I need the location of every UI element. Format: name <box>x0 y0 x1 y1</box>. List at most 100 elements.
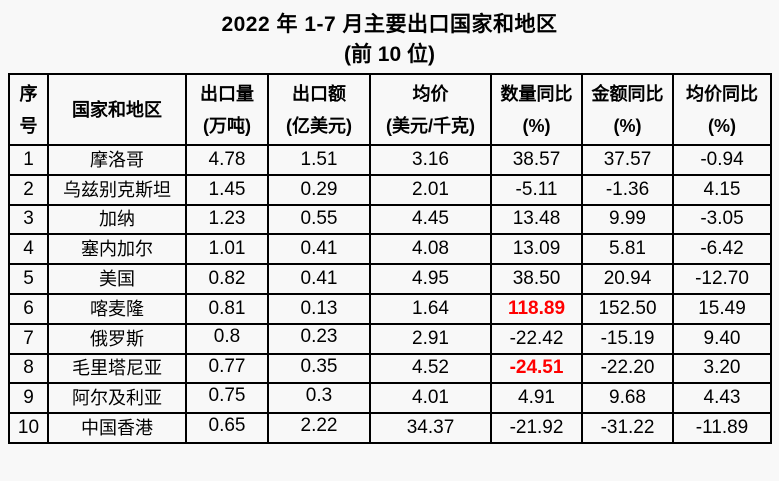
cell-price: 4.45 <box>369 203 492 236</box>
cell-volume: 0.65 <box>185 412 269 444</box>
cell-no: 1 <box>8 144 49 176</box>
cell-price: 2.91 <box>369 322 492 355</box>
cell-volume: 4.78 <box>185 144 269 176</box>
cell-country: 中国香港 <box>47 412 187 444</box>
cell-volume: 1.23 <box>185 203 269 236</box>
cell-no: 3 <box>8 203 49 236</box>
cell-volume: 0.81 <box>185 292 269 325</box>
cell-val-yoy: 152.50 <box>581 292 674 325</box>
cell-price-yoy: 9.40 <box>672 322 772 355</box>
cell-qty-yoy: -24.51 <box>490 352 583 385</box>
cell-no: 8 <box>8 352 49 385</box>
col-header-volume: 出口量 (万吨) <box>185 73 269 146</box>
table-row: 10 中国香港 0.65 2.22 34.37 -21.92 -31.22 -11.89 <box>8 412 772 444</box>
col-header-val-yoy-line2: (%) <box>613 115 642 136</box>
col-header-val-yoy-line1: 金额同比 <box>591 83 664 104</box>
cell-val-yoy: 37.57 <box>581 144 674 176</box>
page-title: 2022 年 1-7 月主要出口国家和地区 (前 10 位) <box>0 0 779 69</box>
cell-value: 0.29 <box>267 173 371 206</box>
cell-qty-yoy: 118.89 <box>490 292 583 325</box>
cell-val-yoy: 20.94 <box>581 263 674 295</box>
cell-value: 0.23 <box>267 322 371 355</box>
col-header-value-line1: 出口额 <box>292 83 346 104</box>
cell-value: 0.13 <box>267 292 371 325</box>
cell-no: 9 <box>8 382 49 415</box>
cell-val-yoy: -15.19 <box>581 322 674 355</box>
table-row: 1 摩洛哥 4.78 1.51 3.16 38.57 37.57 -0.94 <box>8 144 772 176</box>
cell-val-yoy: -22.20 <box>581 352 674 385</box>
cell-val-yoy: -1.36 <box>581 173 674 206</box>
col-header-volume-line1: 出口量 <box>200 83 254 104</box>
cell-price: 4.95 <box>369 263 492 295</box>
table-row: 9 阿尔及利亚 0.75 0.3 4.01 4.91 9.68 4.43 <box>8 382 772 415</box>
table-header: 序 号 国家和地区 出口量 (万吨) 出口额 (亿美元) 均价 (美元/千克) <box>8 73 772 146</box>
cell-volume: 0.82 <box>185 263 269 295</box>
cell-qty-yoy: -5.11 <box>490 173 583 206</box>
cell-val-yoy: 9.99 <box>581 203 674 236</box>
cell-volume: 1.45 <box>185 173 269 206</box>
table-row: 7 俄罗斯 0.8 0.23 2.91 -22.42 -15.19 9.40 <box>8 322 772 355</box>
cell-price: 1.64 <box>369 292 492 325</box>
cell-volume: 0.75 <box>185 382 269 415</box>
table-row: 5 美国 0.82 0.41 4.95 38.50 20.94 -12.70 <box>8 263 772 295</box>
cell-country: 喀麦隆 <box>47 292 187 325</box>
cell-price-yoy: 4.15 <box>672 173 772 206</box>
cell-price-yoy: 3.20 <box>672 352 772 385</box>
col-header-qty-yoy-line2: (%) <box>522 115 551 136</box>
cell-val-yoy: 5.81 <box>581 233 674 266</box>
cell-qty-yoy: -22.42 <box>490 322 583 355</box>
col-header-value: 出口额 (亿美元) <box>267 73 371 146</box>
cell-price: 4.08 <box>369 233 492 266</box>
header-row: 序 号 国家和地区 出口量 (万吨) 出口额 (亿美元) 均价 (美元/千克) <box>8 73 772 146</box>
table-row: 4 塞内加尔 1.01 0.41 4.08 13.09 5.81 -6.42 <box>8 233 772 266</box>
cell-qty-yoy: 38.50 <box>490 263 583 295</box>
cell-qty-yoy: 13.09 <box>490 233 583 266</box>
cell-volume: 1.01 <box>185 233 269 266</box>
cell-no: 10 <box>8 412 49 444</box>
col-header-qty-yoy-line1: 数量同比 <box>500 83 573 104</box>
table-row: 3 加纳 1.23 0.55 4.45 13.48 9.99 -3.05 <box>8 203 772 236</box>
col-header-price: 均价 (美元/千克) <box>369 73 492 146</box>
cell-country: 美国 <box>47 263 187 295</box>
col-header-serial-line2: 号 <box>19 115 38 136</box>
cell-country: 阿尔及利亚 <box>47 382 187 415</box>
cell-price: 4.01 <box>369 382 492 415</box>
cell-val-yoy: -31.22 <box>581 412 674 444</box>
col-header-value-line2: (亿美元) <box>286 115 352 136</box>
cell-price-yoy: -12.70 <box>672 263 772 295</box>
cell-qty-yoy: 4.91 <box>490 382 583 415</box>
cell-price-yoy: -3.05 <box>672 203 772 236</box>
cell-value: 0.35 <box>267 352 371 385</box>
cell-no: 6 <box>8 292 49 325</box>
cell-country: 加纳 <box>47 203 187 236</box>
cell-price: 34.37 <box>369 412 492 444</box>
cell-value: 0.3 <box>267 382 371 415</box>
cell-volume: 0.8 <box>185 322 269 355</box>
cell-country: 俄罗斯 <box>47 322 187 355</box>
cell-volume: 0.77 <box>185 352 269 385</box>
export-table: 序 号 国家和地区 出口量 (万吨) 出口额 (亿美元) 均价 (美元/千克) <box>8 73 772 444</box>
cell-value: 0.41 <box>267 263 371 295</box>
col-header-serial-line1: 序 <box>19 83 38 104</box>
table-row: 6 喀麦隆 0.81 0.13 1.64 118.89 152.50 15.49 <box>8 292 772 325</box>
cell-country: 摩洛哥 <box>47 144 187 176</box>
cell-value: 2.22 <box>267 412 371 444</box>
table-body: 1 摩洛哥 4.78 1.51 3.16 38.57 37.57 -0.94 2 乌兹别克斯坦 1.… <box>8 144 772 444</box>
cell-price-yoy: -6.42 <box>672 233 772 266</box>
cell-price-yoy: -11.89 <box>672 412 772 444</box>
col-header-val-yoy: 金额同比 (%) <box>581 73 674 146</box>
title-line-2: (前 10 位) <box>343 43 435 66</box>
cell-price-yoy: 15.49 <box>672 292 772 325</box>
cell-price: 3.16 <box>369 144 492 176</box>
col-header-price-yoy: 均价同比 (%) <box>672 73 772 146</box>
col-header-country-line1: 国家和地区 <box>72 99 162 120</box>
cell-no: 5 <box>8 263 49 295</box>
cell-country: 塞内加尔 <box>47 233 187 266</box>
cell-price: 2.01 <box>369 173 492 206</box>
cell-no: 4 <box>8 233 49 266</box>
cell-price: 4.52 <box>369 352 492 385</box>
cell-value: 0.55 <box>267 203 371 236</box>
col-header-price-line1: 均价 <box>412 83 449 104</box>
col-header-price-yoy-line2: (%) <box>708 115 736 136</box>
